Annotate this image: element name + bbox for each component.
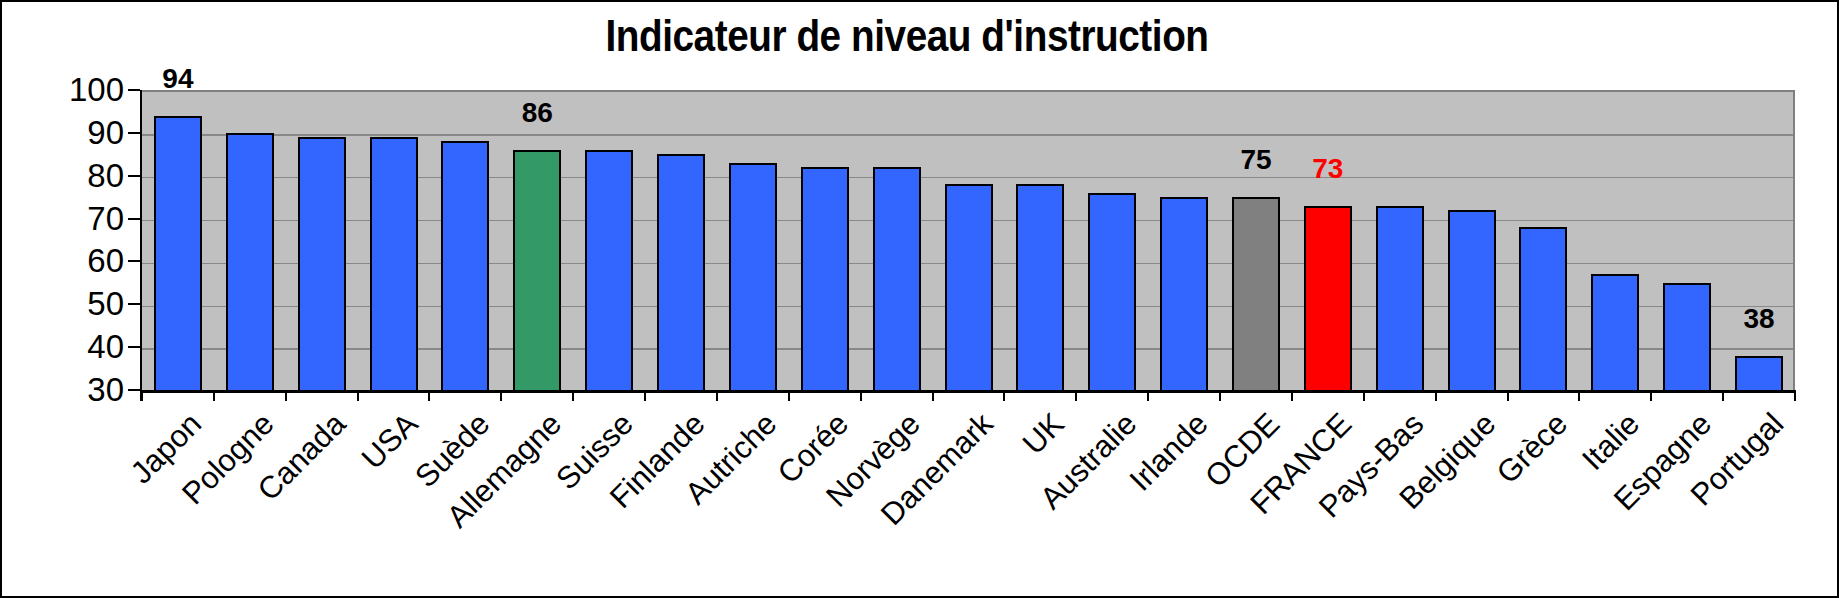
bar-autriche: [729, 163, 777, 390]
x-tick-0: [141, 390, 143, 401]
bar-pays-bas: [1376, 206, 1424, 390]
value-label-portugal: 38: [1743, 303, 1774, 335]
category-label-irlande: Irlande: [1123, 406, 1215, 498]
gridline-90: [142, 134, 1793, 136]
bar-danemark: [945, 184, 993, 390]
y-axis-label-30: 30: [40, 372, 124, 408]
x-tick-2: [285, 390, 287, 401]
x-tick-8: [716, 390, 718, 401]
bar-irlande: [1160, 197, 1208, 390]
y-axis-label-90: 90: [40, 115, 124, 151]
x-tick-23: [1794, 390, 1796, 401]
x-tick-13: [1075, 390, 1077, 401]
bar-finlande: [657, 154, 705, 390]
x-tick-11: [932, 390, 934, 401]
x-tick-7: [644, 390, 646, 401]
y-tick-100: [128, 89, 140, 91]
chart-title: Indicateur de niveau d'instruction: [605, 10, 1208, 62]
x-tick-20: [1578, 390, 1580, 401]
y-tick-80: [128, 175, 140, 177]
y-axis-label-40: 40: [40, 329, 124, 365]
bar-pologne: [226, 133, 274, 390]
bar-su-de: [441, 141, 489, 390]
x-tick-16: [1291, 390, 1293, 401]
y-tick-30: [128, 389, 140, 391]
y-axis-label-70: 70: [40, 201, 124, 237]
category-label-gr-ce: Grèce: [1490, 406, 1575, 491]
x-tick-1: [213, 390, 215, 401]
category-label-uk: UK: [1016, 406, 1072, 462]
x-tick-14: [1147, 390, 1149, 401]
bar-belgique: [1448, 210, 1496, 390]
bar-canada: [298, 137, 346, 390]
bar-usa: [370, 137, 418, 390]
bar-portugal: [1735, 356, 1783, 390]
y-axis-label-50: 50: [40, 286, 124, 322]
bar-uk: [1016, 184, 1064, 390]
y-axis-label-100: 100: [40, 72, 124, 108]
value-label-ocde: 75: [1240, 144, 1271, 176]
x-tick-9: [788, 390, 790, 401]
value-label-france: 73: [1312, 153, 1343, 185]
y-tick-50: [128, 303, 140, 305]
y-tick-40: [128, 346, 140, 348]
bar-allemagne: [513, 150, 561, 390]
bar-france: [1304, 206, 1352, 390]
bar-ocde: [1232, 197, 1280, 390]
bar-japon: [154, 116, 202, 390]
y-tick-70: [128, 218, 140, 220]
bar-suisse: [585, 150, 633, 390]
bar-australie: [1088, 193, 1136, 390]
x-tick-10: [860, 390, 862, 401]
x-tick-19: [1507, 390, 1509, 401]
bar-cor-e: [801, 167, 849, 390]
y-tick-60: [128, 260, 140, 262]
x-tick-6: [572, 390, 574, 401]
x-axis-line: [140, 390, 1796, 393]
y-axis-line: [140, 90, 143, 401]
bar-gr-ce: [1519, 227, 1567, 390]
value-label-japon: 94: [162, 63, 193, 95]
chart: Indicateur de niveau d'instruction 94 86 7…: [0, 0, 1839, 598]
y-tick-90: [128, 132, 140, 134]
bar-espagne: [1663, 283, 1711, 390]
bar-italie: [1591, 274, 1639, 390]
y-axis-label-80: 80: [40, 158, 124, 194]
plot-area: 9486757338: [142, 90, 1795, 390]
x-tick-17: [1363, 390, 1365, 401]
x-tick-18: [1435, 390, 1437, 401]
x-tick-5: [500, 390, 502, 401]
x-tick-12: [1003, 390, 1005, 401]
y-axis-label-60: 60: [40, 243, 124, 279]
value-label-allemagne: 86: [522, 97, 553, 129]
x-tick-21: [1650, 390, 1652, 401]
x-tick-22: [1722, 390, 1724, 401]
x-tick-3: [357, 390, 359, 401]
x-tick-15: [1219, 390, 1221, 401]
x-tick-4: [428, 390, 430, 401]
bar-norv-ge: [873, 167, 921, 390]
